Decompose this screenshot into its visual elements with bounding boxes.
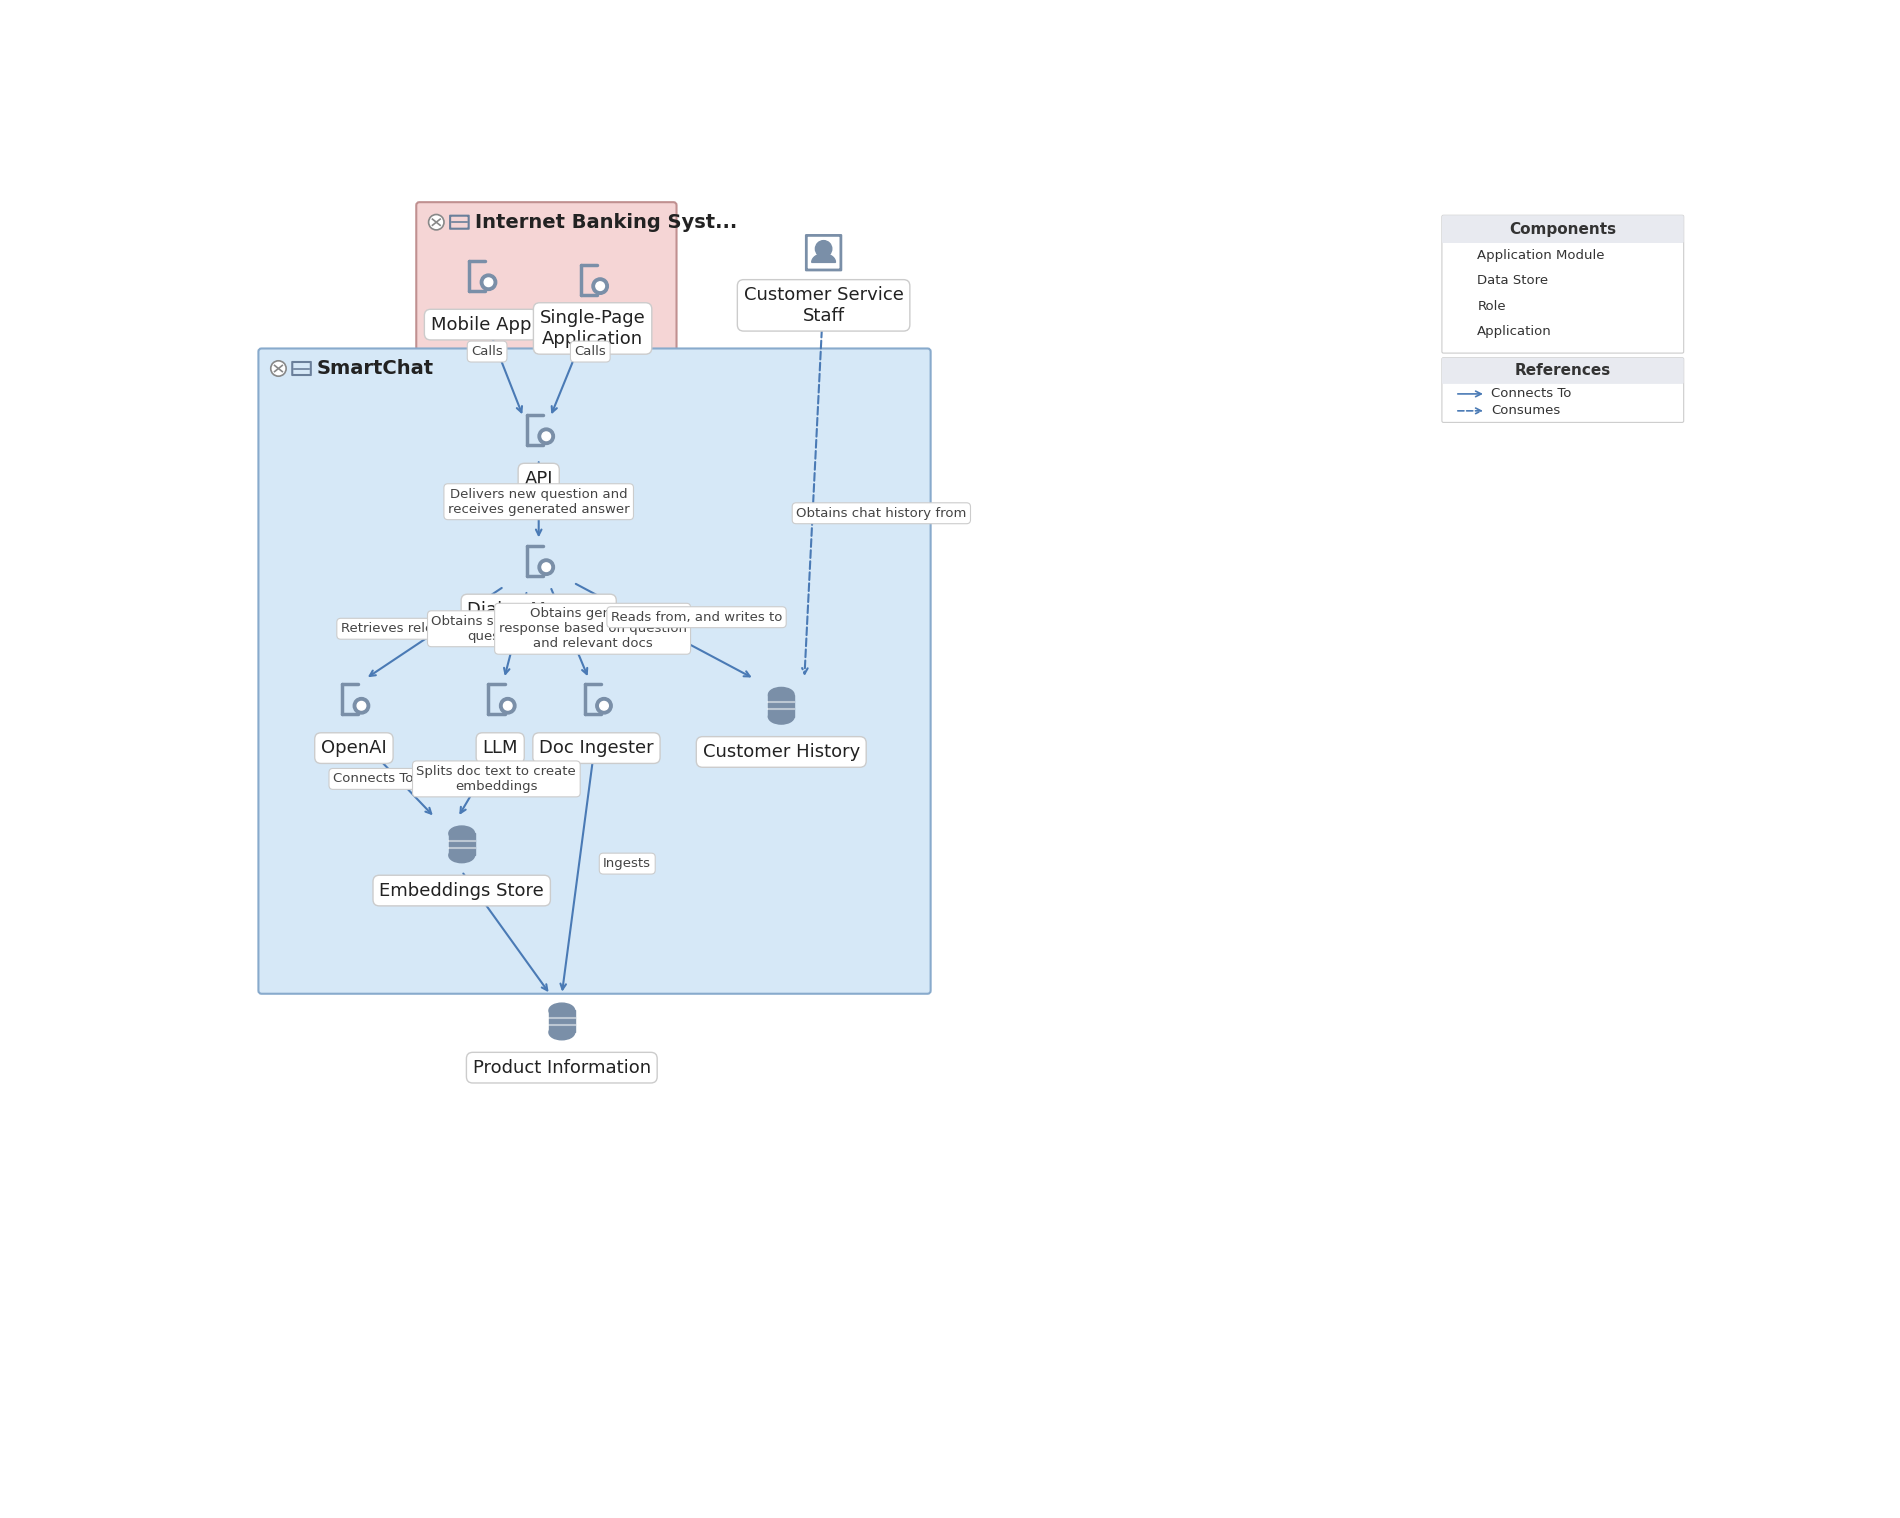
Text: Application Module: Application Module (1478, 249, 1606, 261)
Text: Connects To: Connects To (332, 773, 414, 785)
Circle shape (600, 701, 608, 710)
Text: References: References (1514, 363, 1611, 378)
Text: SmartChat: SmartChat (317, 358, 433, 378)
Polygon shape (1457, 307, 1465, 310)
Ellipse shape (549, 1003, 574, 1017)
Text: Dialog Manager: Dialog Manager (467, 601, 610, 618)
Circle shape (481, 275, 496, 290)
Ellipse shape (448, 826, 475, 841)
Text: Components: Components (1509, 222, 1617, 237)
Circle shape (1461, 255, 1465, 260)
Ellipse shape (1455, 282, 1465, 287)
Text: Single-Page
Application: Single-Page Application (540, 310, 646, 348)
Ellipse shape (768, 709, 794, 724)
Text: Doc Ingester: Doc Ingester (540, 739, 654, 757)
Text: OpenAI: OpenAI (321, 739, 388, 757)
FancyBboxPatch shape (1442, 216, 1683, 354)
Ellipse shape (448, 849, 475, 862)
Bar (1455, 276, 1465, 284)
Ellipse shape (1455, 275, 1465, 279)
Circle shape (353, 698, 370, 713)
Circle shape (357, 701, 367, 710)
Bar (549, 1011, 574, 1032)
Bar (768, 695, 794, 716)
Circle shape (538, 428, 555, 445)
FancyBboxPatch shape (1442, 216, 1683, 243)
Text: Delivers new question and
receives generated answer: Delivers new question and receives gener… (448, 487, 629, 516)
Text: LLM: LLM (483, 739, 519, 757)
Circle shape (542, 433, 551, 440)
Circle shape (815, 241, 832, 257)
Text: Ingests: Ingests (604, 858, 652, 870)
Text: Role: Role (1478, 299, 1507, 313)
Text: Product Information: Product Information (473, 1058, 652, 1076)
Text: Customer Service
Staff: Customer Service Staff (743, 285, 904, 325)
Text: Mobile App: Mobile App (431, 316, 532, 334)
FancyBboxPatch shape (1442, 358, 1683, 422)
Text: Data Store: Data Store (1478, 275, 1548, 287)
Text: Retrieves relevant docs: Retrieves relevant docs (340, 622, 498, 635)
Text: Embeddings Store: Embeddings Store (380, 882, 543, 900)
Circle shape (538, 559, 555, 575)
Text: Connects To: Connects To (1492, 387, 1571, 401)
Text: Obtains generated
response based on question
and relevant docs: Obtains generated response based on ques… (498, 607, 686, 650)
Ellipse shape (549, 1025, 574, 1040)
Text: Internet Banking Syst...: Internet Banking Syst... (475, 213, 737, 232)
Text: API: API (524, 469, 553, 487)
FancyBboxPatch shape (1442, 358, 1683, 384)
Text: Consumes: Consumes (1492, 404, 1560, 417)
Text: Obtains chat history from: Obtains chat history from (796, 507, 967, 519)
Polygon shape (811, 254, 836, 263)
Circle shape (429, 214, 445, 229)
FancyBboxPatch shape (258, 349, 931, 994)
Text: Reads from, and writes to: Reads from, and writes to (612, 610, 783, 624)
Circle shape (270, 361, 287, 376)
Circle shape (597, 282, 604, 290)
Text: Splits doc text to create
embeddings: Splits doc text to create embeddings (416, 765, 576, 792)
Text: Obtains standalone
question: Obtains standalone question (431, 615, 560, 642)
Text: Calls: Calls (574, 345, 606, 358)
FancyBboxPatch shape (416, 202, 676, 351)
Circle shape (542, 563, 551, 571)
Circle shape (597, 698, 612, 713)
Circle shape (1457, 302, 1463, 308)
Text: Customer History: Customer History (703, 742, 861, 761)
Text: Calls: Calls (471, 345, 504, 358)
Bar (448, 833, 475, 855)
Circle shape (1461, 257, 1465, 258)
Text: Application: Application (1478, 325, 1552, 339)
Ellipse shape (768, 688, 794, 703)
Circle shape (500, 698, 517, 713)
Circle shape (593, 278, 608, 294)
Circle shape (484, 278, 492, 287)
Circle shape (504, 701, 513, 710)
